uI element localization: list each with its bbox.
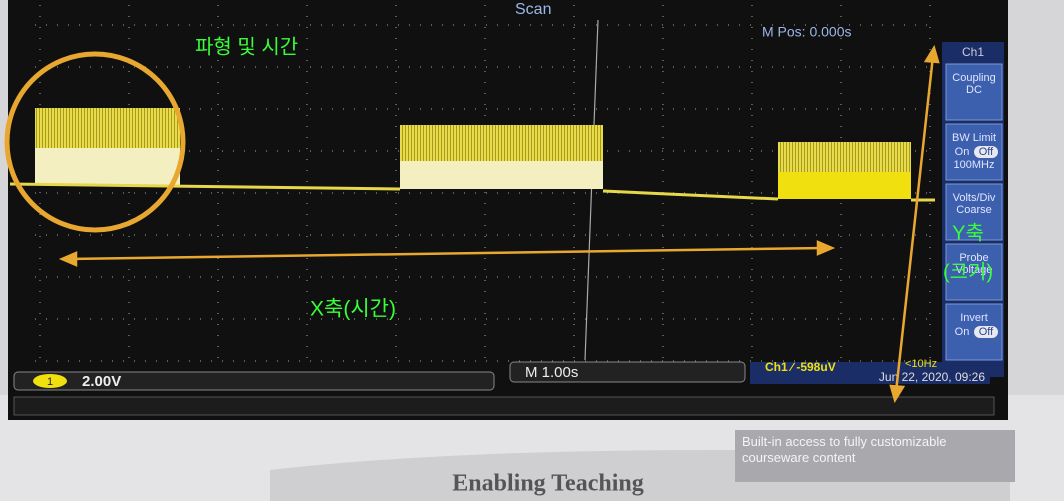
tagline-wrap: Built-in access to fully customizable co… bbox=[742, 434, 1012, 480]
pulse bbox=[400, 125, 603, 161]
pulse bbox=[400, 161, 603, 189]
volts-div: 2.00V bbox=[82, 373, 121, 390]
menu-text: DC bbox=[966, 84, 982, 96]
pulse bbox=[35, 108, 180, 148]
menu-text: On bbox=[955, 326, 970, 338]
status-bottom bbox=[14, 397, 994, 415]
annotation: Y축 bbox=[952, 221, 984, 244]
menu-text: 100MHz bbox=[954, 159, 995, 171]
datetime: Jun 22, 2020, 09:26 bbox=[879, 370, 985, 384]
annotation: X축(시간) bbox=[310, 298, 396, 321]
menu-text: On bbox=[955, 146, 970, 158]
m-pos: M Pos: 0.000s bbox=[762, 24, 852, 40]
menu-text: Invert bbox=[960, 312, 988, 324]
brand: Enabling Teaching bbox=[452, 471, 643, 497]
screen bbox=[8, 0, 1008, 420]
annotation: 파형 및 시간 bbox=[195, 35, 298, 58]
menu-title: Ch1 bbox=[962, 45, 984, 59]
menu-text: Volts/Div bbox=[953, 192, 996, 204]
scope-photo: Scan M Pos: 0.000s Ch1 CouplingDC BW Limi… bbox=[0, 0, 1064, 501]
frequency: <10Hz bbox=[905, 358, 937, 370]
channel-badge: 1 bbox=[47, 376, 53, 388]
timebase: M 1.00s bbox=[525, 364, 578, 381]
menu-text: Coarse bbox=[956, 204, 991, 216]
menu-text: Coupling bbox=[952, 72, 995, 84]
menu-text: Off bbox=[979, 326, 994, 338]
pulse bbox=[778, 142, 911, 172]
pulse bbox=[35, 148, 180, 185]
menu-text: BW Limit bbox=[952, 132, 996, 144]
page: Scan M Pos: 0.000s Ch1 CouplingDC BW Limi… bbox=[0, 0, 1064, 501]
annotation: (크기) bbox=[943, 260, 993, 283]
menu-text: Off bbox=[979, 146, 994, 158]
pulse bbox=[778, 172, 911, 199]
mode: Scan bbox=[515, 1, 551, 18]
trigger: Ch1 ∕ -598uV bbox=[765, 360, 836, 374]
tagline: Built-in access to fully customizable co… bbox=[742, 434, 1012, 466]
